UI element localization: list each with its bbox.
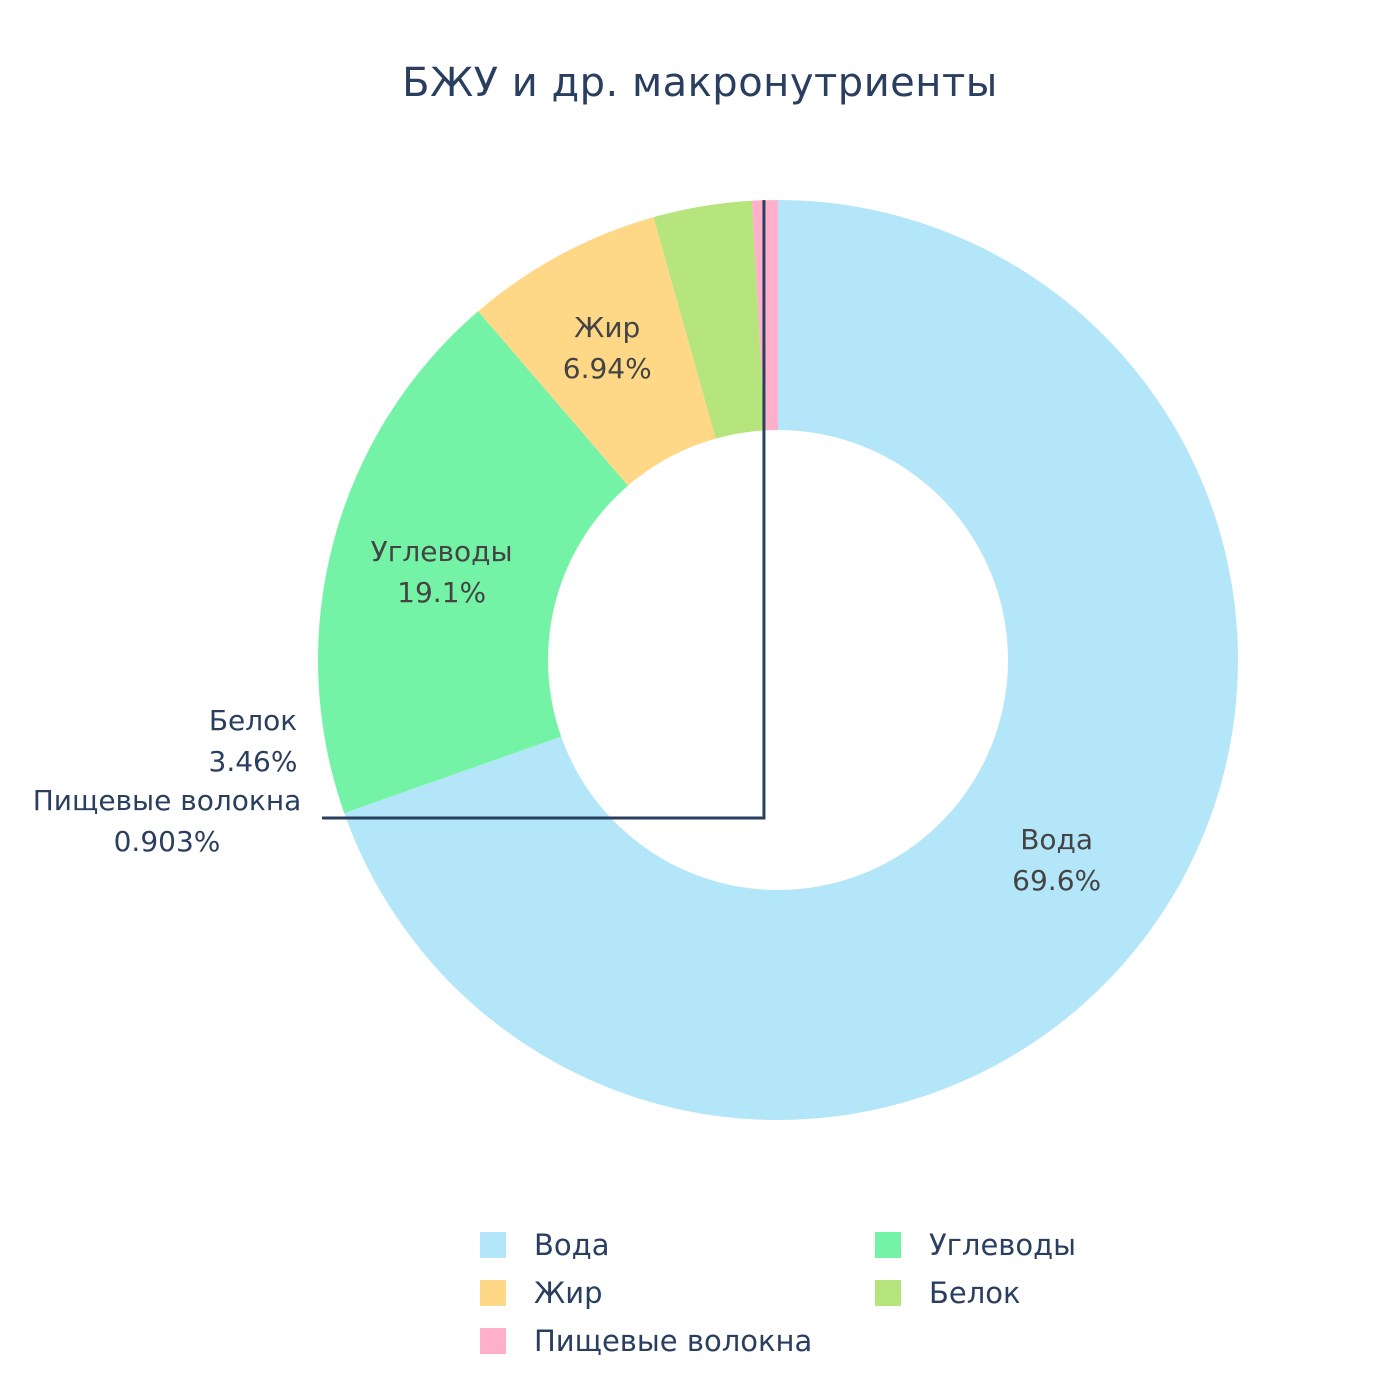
- slice-percent-пищевые-волокна: 0.903%: [114, 825, 221, 858]
- slice-углеводы[interactable]: [318, 311, 629, 814]
- legend-swatch-вода: [480, 1232, 506, 1258]
- slice-вода[interactable]: [344, 200, 1238, 1120]
- legend-label-вода: Вода: [534, 1228, 610, 1262]
- legend-label-белок: Белок: [929, 1276, 1021, 1310]
- chart-title: БЖУ и др. макронутриенты: [402, 60, 998, 106]
- slice-белок[interactable]: [653, 200, 765, 439]
- legend-swatch-жир: [480, 1280, 506, 1306]
- slice-percent-углеводы: 19.1%: [397, 576, 486, 609]
- legend-label-жир: Жир: [534, 1276, 603, 1310]
- slice-percent-жир: 6.94%: [563, 352, 652, 385]
- slice-percent-вода: 69.6%: [1012, 864, 1101, 897]
- legend-swatch-углеводы: [875, 1232, 901, 1258]
- slice-label-вода: Вода: [1020, 823, 1093, 856]
- legend-item-углеводы[interactable]: Углеводы: [875, 1226, 1175, 1264]
- slice-жир[interactable]: [478, 217, 716, 486]
- slice-label-жир: Жир: [574, 311, 640, 344]
- slice-label-белок: Белок: [209, 704, 297, 737]
- legend-label-углеводы: Углеводы: [929, 1228, 1077, 1262]
- slice-label-углеводы: Углеводы: [371, 535, 513, 568]
- slice-label-пищевые-волокна: Пищевые волокна: [33, 784, 302, 817]
- legend-item-жир[interactable]: Жир: [480, 1274, 875, 1312]
- chart-legend: Вода Углеводы Жир Белок Пищевые волокна: [480, 1226, 1180, 1360]
- legend-swatch-пищевые-волокна: [480, 1328, 506, 1354]
- legend-item-вода[interactable]: Вода: [480, 1226, 875, 1264]
- legend-item-белок[interactable]: Белок: [875, 1274, 1175, 1312]
- leader-line-пищевые-волокна: [322, 200, 766, 820]
- slice-percent-белок: 3.46%: [209, 745, 298, 778]
- legend-swatch-белок: [875, 1280, 901, 1306]
- legend-item-пищевые-волокна[interactable]: Пищевые волокна: [480, 1322, 875, 1360]
- legend-label-пищевые-волокна: Пищевые волокна: [534, 1324, 813, 1358]
